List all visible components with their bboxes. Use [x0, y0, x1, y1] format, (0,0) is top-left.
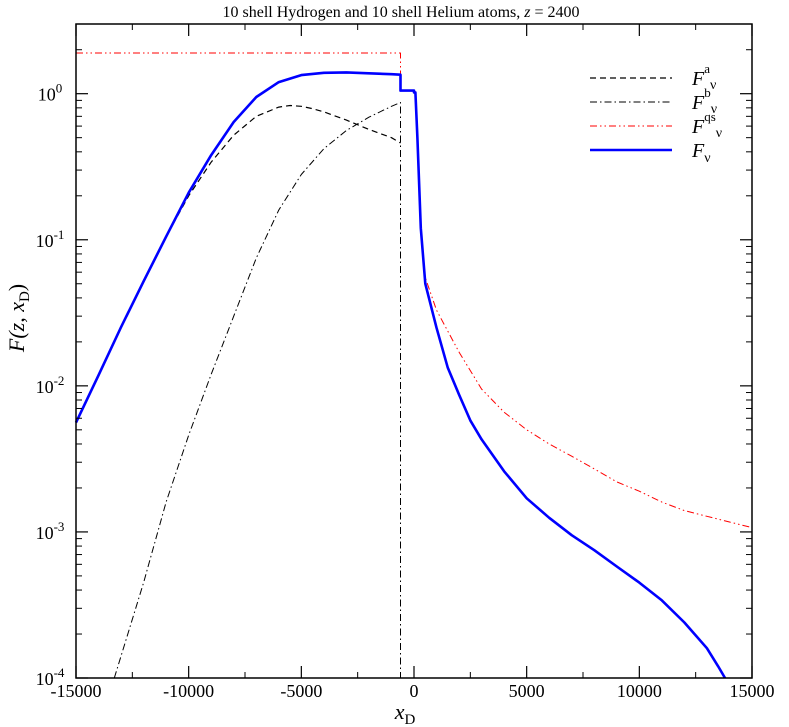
y-tick-label: 10-1	[36, 227, 65, 251]
legend-label-2: Fqsν	[691, 109, 722, 141]
y-tick-label: 10-3	[36, 519, 65, 543]
x-axis-label: xD	[394, 699, 416, 727]
x-axis-ticks: -15000 -10000 -5000 0 5000 10000 15000	[51, 24, 775, 701]
legend-label-1: Fbν	[691, 85, 717, 117]
y-tick-label: 100	[38, 81, 63, 105]
legend-label-3: Fν	[691, 140, 711, 166]
series-line-1	[113, 102, 401, 679]
chart-title: 10 shell Hydrogen and 10 shell Helium at…	[223, 4, 580, 21]
y-tick-label: 10-4	[36, 665, 65, 689]
x-tick-label: 0	[410, 681, 419, 701]
x-tick-label: 10000	[617, 681, 662, 701]
series-line-0	[75, 104, 401, 423]
x-tick-label: -10000	[163, 681, 214, 701]
plot-lines	[74, 52, 753, 679]
y-axis-label: F(z, xD)	[4, 284, 33, 353]
x-tick-label: -5000	[280, 681, 322, 701]
plot-frame	[75, 23, 753, 679]
y-axis-ticks: 100 10-1 10-2 10-3 10-4	[36, 23, 752, 689]
legend-label-0: Faν	[691, 61, 716, 93]
series-line-2	[76, 52, 753, 529]
series-line-3	[74, 71, 727, 679]
x-tick-label: -15000	[51, 681, 102, 701]
x-tick-label: 5000	[509, 681, 545, 701]
x-tick-label: 15000	[730, 681, 775, 701]
y-tick-label: 10-2	[36, 373, 65, 397]
